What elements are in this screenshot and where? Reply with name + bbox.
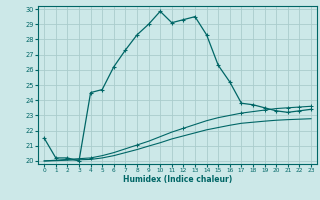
X-axis label: Humidex (Indice chaleur): Humidex (Indice chaleur) <box>123 175 232 184</box>
